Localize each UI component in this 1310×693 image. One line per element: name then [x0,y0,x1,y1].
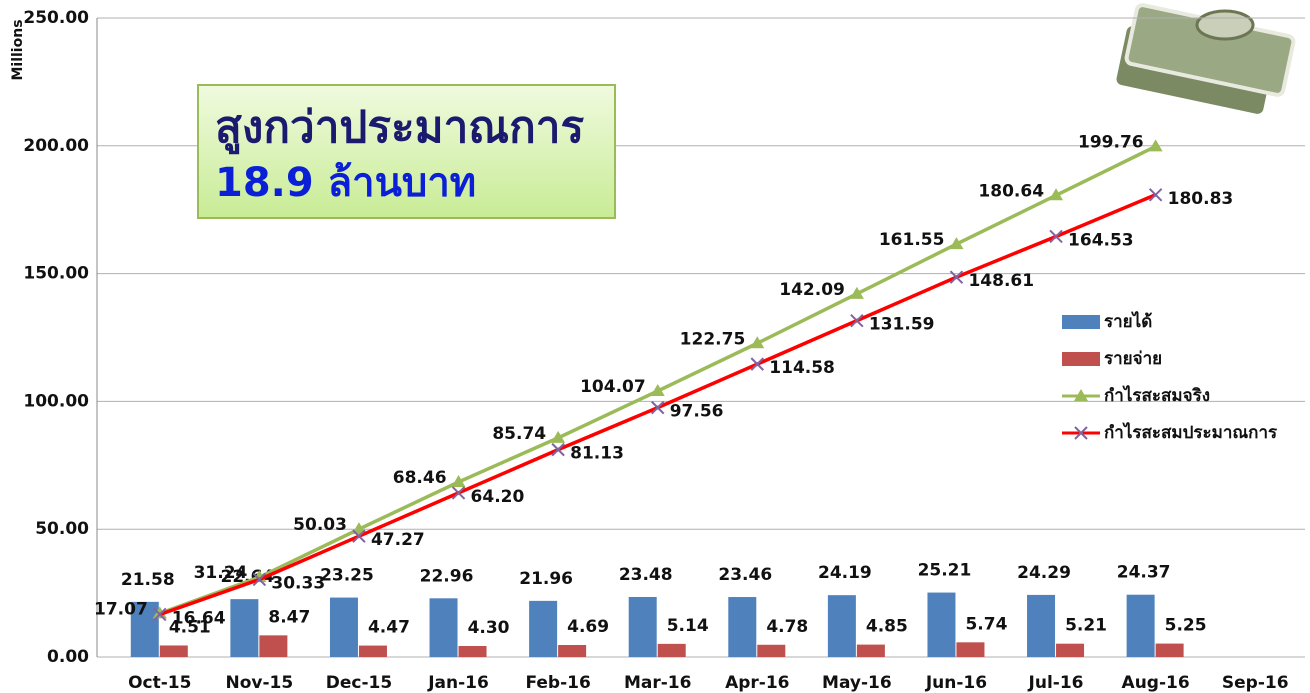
x-tick-label: Feb-16 [525,673,590,693]
money-icon [1115,4,1294,115]
bar [956,642,984,657]
y-tick-label: 0.00 [47,647,89,667]
value-label: 114.58 [769,358,835,378]
x-tick-label: Jul-16 [1028,673,1084,693]
bar [1156,644,1184,657]
value-label: 5.74 [965,614,1007,634]
value-label: 64.20 [471,487,525,507]
value-label: 23.25 [320,566,374,586]
value-label: 5.21 [1065,616,1107,636]
value-label: 4.30 [468,618,510,638]
value-label: 4.85 [866,617,908,637]
value-label: 4.47 [368,618,410,638]
value-label: 5.25 [1165,616,1207,636]
value-label: 22.96 [420,566,474,586]
bar [558,645,586,657]
bar [160,645,188,657]
legend-label: กำไรสะสมจริง [1104,385,1210,406]
bar [927,593,955,657]
bar [430,598,458,657]
value-label: 85.74 [492,424,546,444]
value-label: 164.53 [1068,230,1134,250]
value-label: 30.33 [271,573,325,593]
value-label: 199.76 [1078,132,1144,152]
legend-label: รายจ่าย [1104,349,1162,369]
legend-swatch [1062,352,1100,366]
value-label: 47.27 [371,530,425,550]
value-label: 148.61 [968,271,1034,291]
value-label: 16.64 [172,608,226,628]
value-label: 131.59 [869,315,935,335]
value-label: 4.69 [567,617,609,637]
value-label: 5.14 [667,616,709,636]
bar [757,645,785,657]
value-label: 31.24 [194,563,248,583]
bar [259,635,287,657]
legend-label: รายได้ [1104,311,1152,332]
bar [728,597,756,657]
value-label: 25.21 [918,561,972,581]
bar [330,598,358,657]
x-tick-label: Nov-15 [226,673,294,693]
value-label: 24.37 [1117,563,1171,583]
value-label: 21.96 [519,569,573,589]
x-tick-label: Oct-15 [128,673,191,693]
value-label: 122.75 [680,329,746,349]
bar [1056,644,1084,657]
x-tick-label: Jun-16 [925,673,987,693]
y-tick-label: 50.00 [35,519,89,539]
value-label: 23.46 [718,565,772,585]
value-label: 4.78 [766,617,808,637]
y-tick-label: 150.00 [23,264,89,284]
y-tick-label: 200.00 [23,136,89,156]
bar [828,595,856,657]
value-label: 81.13 [570,444,624,464]
x-tick-label: May-16 [822,673,892,693]
value-label: 24.29 [1017,563,1071,583]
x-tick-label: Sep-16 [1222,673,1289,693]
bar [230,599,258,657]
annotation-line: 18.9 ล้านบาท [215,160,476,206]
value-label: 50.03 [293,515,347,535]
chart: Millions 0.00 50.00 100.00 150.00 200.00 250.… [0,0,1310,693]
y-tick-label: 100.00 [23,391,89,411]
value-label: 8.47 [268,607,310,627]
bar [1127,595,1155,657]
x-tick-label: Jan-16 [427,673,489,693]
value-label: 17.07 [94,599,148,619]
value-label: 21.58 [121,570,175,590]
value-label: 23.48 [619,565,673,585]
bar [857,645,885,657]
value-label: 180.83 [1168,189,1234,209]
bar [629,597,657,657]
bar [658,644,686,657]
bar [459,646,487,657]
y-axis-label: Millions [10,19,26,80]
bar [359,646,387,657]
x-tick-label: Apr-16 [725,673,789,693]
bar [1027,595,1055,657]
value-label: 97.56 [670,402,724,422]
x-tick-label: Dec-15 [326,673,392,693]
x-tick-label: Aug-16 [1122,673,1190,693]
x-tick-label: Mar-16 [624,673,692,693]
value-label: 68.46 [393,468,447,488]
annotation-line: สูงกว่าประมาณการ [215,102,584,154]
value-label: 104.07 [580,377,646,397]
value-label: 142.09 [779,280,845,300]
y-tick-label: 250.00 [23,8,89,28]
legend-swatch [1062,315,1100,329]
legend-label: กำไรสะสมประมาณการ [1104,422,1278,443]
value-label: 161.55 [879,230,945,250]
value-label: 24.19 [818,563,872,583]
bar [529,601,557,657]
value-label: 180.64 [978,181,1044,201]
